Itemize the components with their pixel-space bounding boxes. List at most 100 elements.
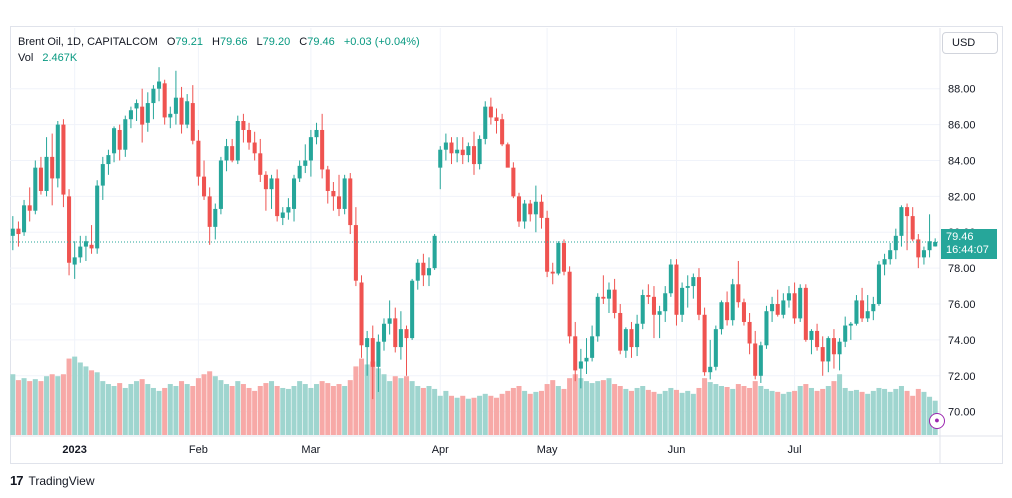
volume-bar xyxy=(269,381,275,435)
candle-body xyxy=(792,293,797,319)
volume-bar xyxy=(314,384,320,435)
candle-body xyxy=(573,336,578,371)
volume-bar xyxy=(246,387,252,435)
candle-body xyxy=(426,268,432,276)
volume-bar xyxy=(364,364,370,435)
candle-body xyxy=(578,361,583,369)
volume-bar xyxy=(443,390,449,435)
volume-bar xyxy=(820,388,826,435)
volume-bar xyxy=(848,390,854,435)
candle-body xyxy=(230,146,235,161)
volume-bar xyxy=(297,381,303,435)
candle-body xyxy=(286,207,291,213)
candle-body xyxy=(196,140,201,177)
close-label: C xyxy=(299,36,308,48)
volume-bar xyxy=(235,381,241,435)
candle-body xyxy=(747,321,752,344)
candle-body xyxy=(252,142,257,154)
time-tick-label: May xyxy=(537,444,558,456)
time-tick-label: Mar xyxy=(301,444,320,456)
candle-body xyxy=(601,296,606,299)
volume-bar xyxy=(617,386,623,435)
candle-body xyxy=(224,146,229,161)
volume-bar xyxy=(921,391,927,435)
chart-frame xyxy=(10,26,1003,464)
time-axis[interactable]: 2023 Feb Mar Apr May Jun Jul xyxy=(62,444,801,456)
candle-body xyxy=(151,88,156,104)
volume-bar xyxy=(100,381,106,435)
tradingview-brand[interactable]: 17 TradingView xyxy=(10,473,95,488)
candle-body xyxy=(320,129,325,170)
volume-bar xyxy=(359,358,365,435)
time-tick-label: Jul xyxy=(788,444,802,456)
volume-bar xyxy=(72,356,78,435)
volume-bar xyxy=(780,393,786,435)
time-tick-label: Jun xyxy=(668,444,686,456)
currency-button[interactable]: USD xyxy=(942,32,998,54)
volume-bar xyxy=(786,391,792,435)
volume-bar xyxy=(60,374,66,435)
volume-bar xyxy=(567,378,573,435)
candle-body xyxy=(854,300,859,324)
candle-body xyxy=(713,329,718,367)
eye-icon[interactable]: ● xyxy=(929,413,945,429)
candle-body xyxy=(455,149,460,154)
volume-bar xyxy=(814,390,820,435)
candle-body xyxy=(837,341,842,355)
candle-body xyxy=(353,225,358,281)
volume-label[interactable]: Vol xyxy=(18,52,34,64)
open-label: O xyxy=(166,36,176,48)
volume-bar xyxy=(111,386,117,435)
volume-bar xyxy=(392,376,398,435)
volume-bar xyxy=(15,380,21,435)
candle-body xyxy=(348,178,353,226)
candle-body xyxy=(44,156,49,191)
volume-bar xyxy=(544,384,550,435)
high-value: 79.66 xyxy=(219,36,248,48)
candle-body xyxy=(145,103,150,123)
candle-body xyxy=(899,207,904,236)
candle-body xyxy=(415,262,420,281)
candle-body xyxy=(10,228,15,236)
volume-bar xyxy=(696,387,702,435)
volume-bar xyxy=(510,387,516,435)
candle-body xyxy=(336,196,342,209)
high-label: H xyxy=(212,36,220,48)
candle-body xyxy=(730,284,735,321)
volume-bar xyxy=(865,393,871,435)
candle-body xyxy=(927,241,932,251)
volume-bar xyxy=(167,384,173,435)
candle-body xyxy=(297,165,302,179)
volume-bar xyxy=(27,381,33,435)
candle-body xyxy=(893,235,898,251)
candle-body xyxy=(516,196,522,222)
candle-body xyxy=(815,330,820,348)
candle-body xyxy=(202,176,207,197)
candle-body xyxy=(140,106,145,125)
volume-bar xyxy=(690,393,696,435)
volume-bar xyxy=(218,380,224,435)
candle-body xyxy=(185,101,190,125)
candle-body xyxy=(370,338,375,367)
candle-body xyxy=(916,239,921,258)
candle-body xyxy=(831,338,836,355)
candle-body xyxy=(691,277,696,287)
candle-body xyxy=(798,287,803,319)
volume-bar xyxy=(797,386,803,435)
candle-body xyxy=(241,121,246,130)
volume-bar xyxy=(747,387,753,435)
symbol-title[interactable]: Brent Oil, 1D, CAPITALCOM xyxy=(18,36,158,48)
candle-body xyxy=(207,196,212,227)
candle-body xyxy=(112,128,117,154)
candle-body xyxy=(443,142,448,150)
volume-bar xyxy=(162,387,168,435)
volume-bar xyxy=(280,387,286,435)
candle-body xyxy=(663,293,668,312)
candle-body xyxy=(477,138,482,165)
volume-bar xyxy=(595,381,601,435)
volume-bar xyxy=(499,393,505,435)
candle-body xyxy=(848,323,853,326)
volume-bar xyxy=(825,386,831,435)
candle-body xyxy=(308,137,313,161)
